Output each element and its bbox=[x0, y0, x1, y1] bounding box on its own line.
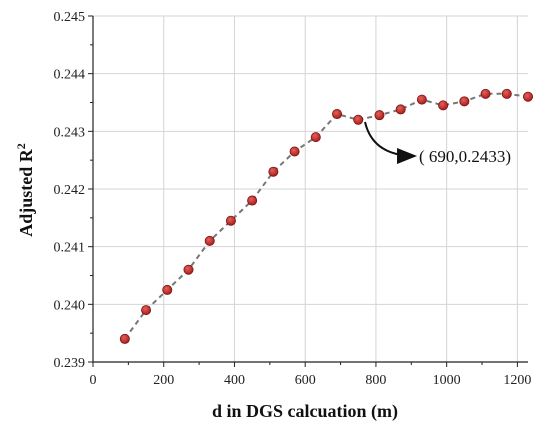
x-tick-label: 1000 bbox=[433, 373, 461, 388]
data-point bbox=[480, 88, 491, 99]
series-line bbox=[123, 92, 529, 340]
y-tick-label: 0.242 bbox=[54, 183, 86, 198]
data-point bbox=[141, 305, 152, 316]
y-tick-label: 0.243 bbox=[54, 125, 86, 140]
data-point bbox=[523, 91, 534, 102]
data-point bbox=[204, 235, 215, 246]
series-polyline bbox=[123, 92, 529, 340]
data-point bbox=[374, 110, 385, 121]
y-axis-label-superscript: 2 bbox=[14, 143, 28, 149]
data-points bbox=[119, 88, 534, 344]
x-tick-label: 1200 bbox=[503, 373, 531, 388]
x-tick-label: 0 bbox=[90, 373, 97, 388]
data-point bbox=[353, 114, 364, 125]
y-tick-label: 0.245 bbox=[54, 10, 86, 25]
data-point bbox=[332, 109, 343, 120]
data-point bbox=[501, 88, 512, 99]
y-tick-label: 0.241 bbox=[54, 241, 86, 256]
y-axis-label-main: Adjusted R bbox=[16, 148, 36, 237]
annotation-label: ( 690,0.2433) bbox=[419, 147, 511, 166]
data-point bbox=[119, 333, 130, 344]
y-axis-label: Adjusted R2 bbox=[14, 143, 36, 237]
data-point bbox=[268, 166, 279, 177]
grid bbox=[93, 15, 528, 362]
y-tick-label: 0.240 bbox=[54, 298, 86, 313]
x-tick-label: 400 bbox=[224, 373, 245, 388]
tick-marks: 0 200 400 600 800 1000 1200 0.239 0.240 0.241 0.24… bbox=[54, 10, 532, 388]
data-point bbox=[247, 195, 258, 206]
x-axis-label: d in DGS calcuation (m) bbox=[212, 401, 398, 422]
x-tick-label: 200 bbox=[153, 373, 174, 388]
annotation: ( 690,0.2433) bbox=[364, 121, 511, 166]
data-point bbox=[183, 264, 194, 275]
data-point bbox=[438, 100, 449, 111]
data-point bbox=[310, 132, 321, 143]
data-point bbox=[289, 146, 300, 157]
data-point bbox=[459, 96, 470, 107]
axis-labels: d in DGS calcuation (m) Adjusted R2 bbox=[14, 143, 398, 422]
y-tick-label: 0.244 bbox=[54, 68, 86, 83]
data-point bbox=[162, 284, 173, 295]
annotation-arrow bbox=[364, 121, 418, 165]
data-point bbox=[225, 215, 236, 226]
x-tick-label: 800 bbox=[365, 373, 386, 388]
y-tick-label: 0.239 bbox=[54, 356, 86, 371]
data-point bbox=[395, 104, 406, 115]
x-tick-label: 600 bbox=[295, 373, 316, 388]
data-point bbox=[416, 94, 427, 105]
